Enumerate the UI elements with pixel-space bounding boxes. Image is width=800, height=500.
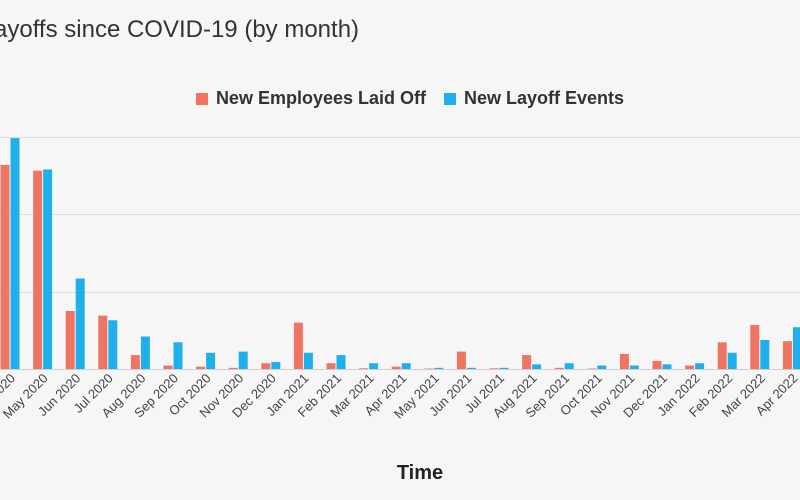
- bar-layoff-events: [108, 320, 118, 369]
- bar-layoff-events: [434, 367, 444, 369]
- bar-laid-off: [717, 342, 727, 369]
- bar-laid-off: [685, 365, 695, 369]
- legend-item-layoff-events[interactable]: New Layoff Events: [444, 88, 624, 109]
- bar-layoff-events: [727, 352, 737, 369]
- bar-layoff-events: [336, 355, 346, 369]
- bar-layoff-events: [597, 365, 607, 369]
- bar-layoff-events: [206, 352, 216, 369]
- bar-layoff-events: [369, 363, 379, 369]
- bar-laid-off: [587, 368, 597, 370]
- bar-layoff-events: [401, 363, 411, 369]
- bar-laid-off: [489, 368, 499, 369]
- legend-swatch-laid-off: [195, 92, 208, 105]
- bar-laid-off: [456, 351, 466, 369]
- bar-layoff-events: [173, 342, 183, 369]
- bar-laid-off: [424, 368, 434, 370]
- bar-layoff-events: [564, 363, 574, 369]
- bar-layoff-events: [662, 364, 672, 369]
- bar-layoff-events: [271, 362, 281, 369]
- bar-laid-off: [326, 363, 336, 369]
- bar-laid-off: [163, 365, 173, 369]
- bar-laid-off: [0, 164, 10, 369]
- legend-label-layoff-events: New Layoff Events: [464, 88, 625, 108]
- legend-swatch-layoff-events: [444, 92, 456, 105]
- x-axis-title: Time: [396, 462, 444, 484]
- bar-layoff-events: [629, 365, 639, 369]
- bar-laid-off: [554, 367, 564, 369]
- chart-subtitle: i: [0, 56, 1, 70]
- bar-laid-off: [619, 353, 629, 369]
- bar-laid-off: [228, 367, 238, 369]
- bar-layoff-events: [10, 138, 20, 369]
- bar-laid-off: [293, 322, 303, 369]
- bar-layoff-events: [760, 340, 770, 369]
- bar-laid-off: [98, 315, 108, 369]
- legend-label-laid-off: New Employees Laid Off: [215, 88, 426, 108]
- bar-layoff-events: [238, 351, 248, 369]
- bar-laid-off: [359, 368, 369, 369]
- bar-laid-off: [652, 360, 662, 369]
- bar-laid-off: [196, 366, 206, 369]
- bar-layoff-events: [532, 364, 542, 369]
- bar-layoff-events: [792, 327, 800, 369]
- bar-laid-off: [782, 341, 792, 369]
- bar-laid-off: [130, 355, 140, 369]
- bar-layoff-events: [303, 352, 313, 369]
- legend-item-laid-off[interactable]: New Employees Laid Off: [195, 88, 426, 109]
- bar-layoff-events: [695, 363, 705, 369]
- bar-layoff-events: [75, 278, 85, 369]
- bar-laid-off: [65, 311, 75, 369]
- bar-layoff-events: [499, 367, 509, 369]
- chart-legend: New Employees Laid Off New Layoff Events: [0, 88, 800, 109]
- bar-laid-off: [750, 324, 760, 369]
- bar-laid-off: [522, 355, 532, 369]
- bar-layoff-events: [466, 367, 476, 369]
- bar-laid-off: [33, 170, 43, 369]
- bar-layoff-events: [140, 336, 150, 369]
- bar-layoff-events: [43, 169, 53, 369]
- bar-laid-off: [261, 363, 271, 369]
- chart-title: ayoffs since COVID-19 (by month): [0, 16, 360, 43]
- bar-laid-off: [391, 366, 401, 369]
- x-tick-label: 020: [0, 371, 18, 397]
